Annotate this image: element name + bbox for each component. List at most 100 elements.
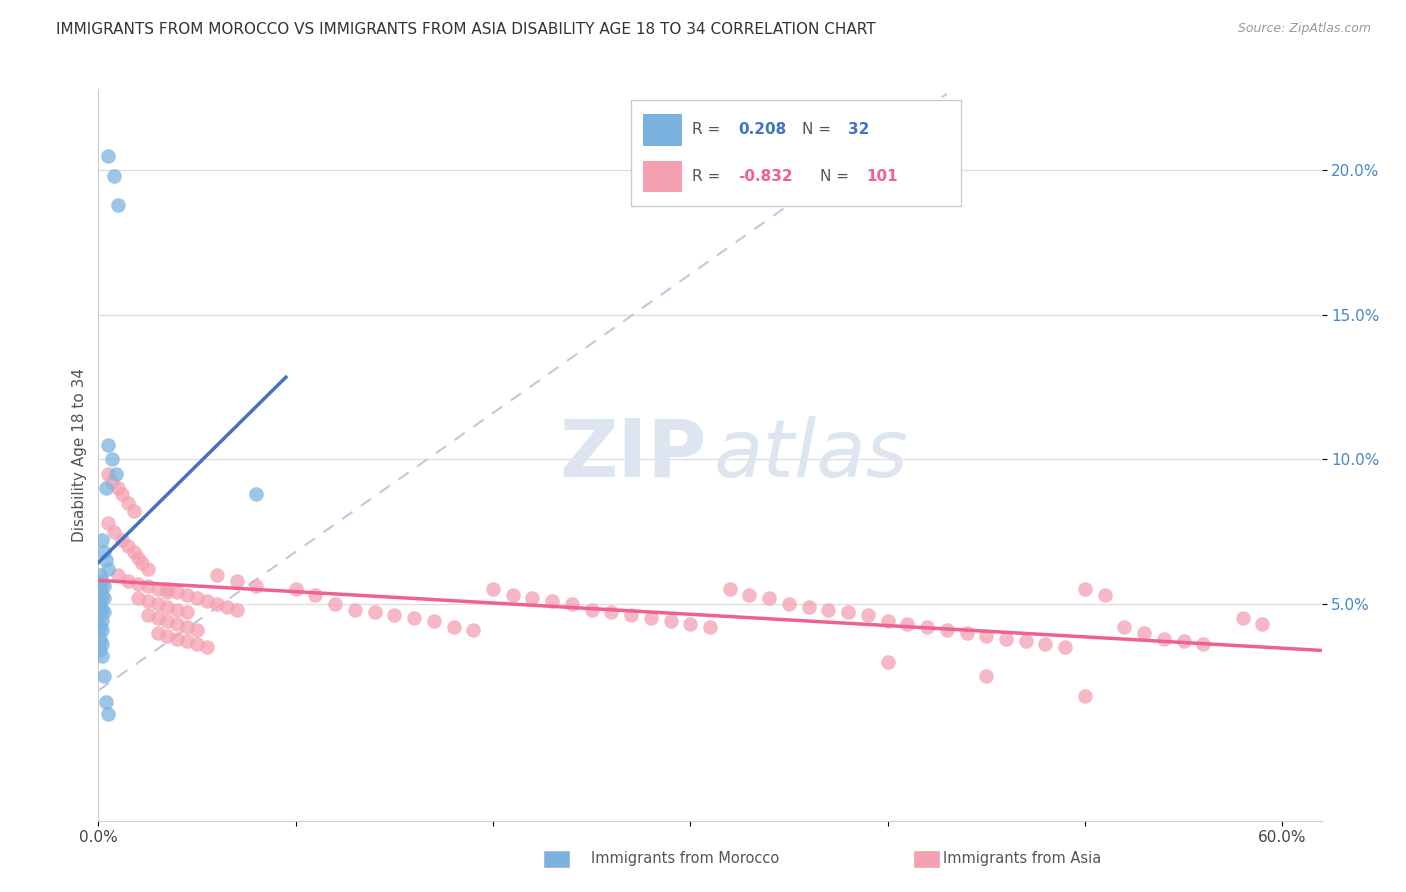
- Point: [91, 637, 114, 651]
- Point: [718, 582, 741, 597]
- Point: [1074, 690, 1097, 704]
- Point: [245, 579, 267, 593]
- Point: [93, 606, 115, 620]
- Point: [146, 582, 169, 597]
- Point: [136, 579, 159, 593]
- Point: [89, 643, 111, 657]
- Point: [1192, 637, 1215, 651]
- Point: [186, 623, 208, 637]
- Y-axis label: Disability Age 18 to 34: Disability Age 18 to 34: [72, 368, 87, 542]
- Point: [96, 553, 118, 567]
- Text: ZIP: ZIP: [560, 416, 706, 494]
- Point: [225, 602, 247, 616]
- Point: [522, 591, 544, 605]
- Point: [166, 617, 188, 632]
- Point: [600, 606, 623, 620]
- Point: [146, 625, 169, 640]
- Bar: [643, 114, 682, 145]
- Point: [1015, 634, 1038, 648]
- Text: 101: 101: [866, 169, 898, 184]
- Point: [284, 582, 307, 597]
- Point: [96, 695, 118, 709]
- Point: [876, 655, 898, 669]
- Point: [896, 617, 918, 632]
- Point: [103, 169, 125, 183]
- Point: [93, 669, 115, 683]
- Point: [89, 568, 111, 582]
- Point: [156, 599, 179, 614]
- Point: [304, 588, 326, 602]
- Point: [127, 550, 149, 565]
- Point: [89, 632, 111, 646]
- Point: [111, 487, 134, 501]
- Point: [117, 539, 139, 553]
- Point: [974, 669, 997, 683]
- Point: [837, 606, 859, 620]
- Point: [699, 620, 721, 634]
- Point: [156, 585, 179, 599]
- Point: [463, 623, 485, 637]
- Point: [122, 545, 145, 559]
- Point: [97, 562, 120, 576]
- Point: [101, 475, 124, 490]
- Point: [502, 588, 524, 602]
- Point: [382, 608, 405, 623]
- Text: Immigrants from Morocco: Immigrants from Morocco: [591, 852, 779, 866]
- Point: [91, 588, 114, 602]
- Point: [91, 614, 114, 628]
- Point: [1232, 611, 1254, 625]
- Point: [107, 198, 129, 212]
- Point: [758, 591, 780, 605]
- Point: [186, 591, 208, 605]
- Point: [127, 576, 149, 591]
- Point: [935, 623, 957, 637]
- Point: [482, 582, 505, 597]
- Point: [136, 562, 159, 576]
- Point: [738, 588, 761, 602]
- Point: [97, 149, 120, 163]
- Point: [363, 606, 385, 620]
- Text: -0.832: -0.832: [738, 169, 793, 184]
- Point: [1251, 617, 1274, 632]
- Point: [91, 648, 114, 663]
- Point: [89, 608, 111, 623]
- Point: [915, 620, 938, 634]
- Point: [111, 533, 134, 548]
- Point: [443, 620, 465, 634]
- Point: [640, 611, 662, 625]
- Point: [620, 608, 643, 623]
- Point: [1054, 640, 1077, 655]
- Point: [93, 545, 115, 559]
- Point: [91, 602, 114, 616]
- Text: Immigrants from Asia: Immigrants from Asia: [943, 852, 1102, 866]
- Point: [955, 625, 977, 640]
- Point: [117, 574, 139, 588]
- Point: [541, 594, 564, 608]
- Point: [93, 579, 115, 593]
- Point: [101, 452, 124, 467]
- Point: [117, 495, 139, 509]
- Point: [156, 582, 179, 597]
- Point: [404, 611, 426, 625]
- Point: [561, 597, 583, 611]
- Text: IMMIGRANTS FROM MOROCCO VS IMMIGRANTS FROM ASIA DISABILITY AGE 18 TO 34 CORRELAT: IMMIGRANTS FROM MOROCCO VS IMMIGRANTS FR…: [56, 22, 876, 37]
- Point: [176, 588, 198, 602]
- Point: [1094, 588, 1116, 602]
- Point: [105, 467, 128, 481]
- Point: [974, 629, 997, 643]
- Point: [103, 524, 125, 539]
- Point: [97, 438, 120, 452]
- Point: [146, 597, 169, 611]
- Bar: [643, 161, 682, 193]
- Point: [156, 629, 179, 643]
- Point: [107, 481, 129, 495]
- Point: [1153, 632, 1175, 646]
- Point: [876, 614, 898, 628]
- Point: [131, 557, 153, 571]
- Point: [166, 632, 188, 646]
- Point: [146, 611, 169, 625]
- Point: [127, 591, 149, 605]
- Point: [343, 602, 366, 616]
- Point: [96, 481, 118, 495]
- Point: [136, 608, 159, 623]
